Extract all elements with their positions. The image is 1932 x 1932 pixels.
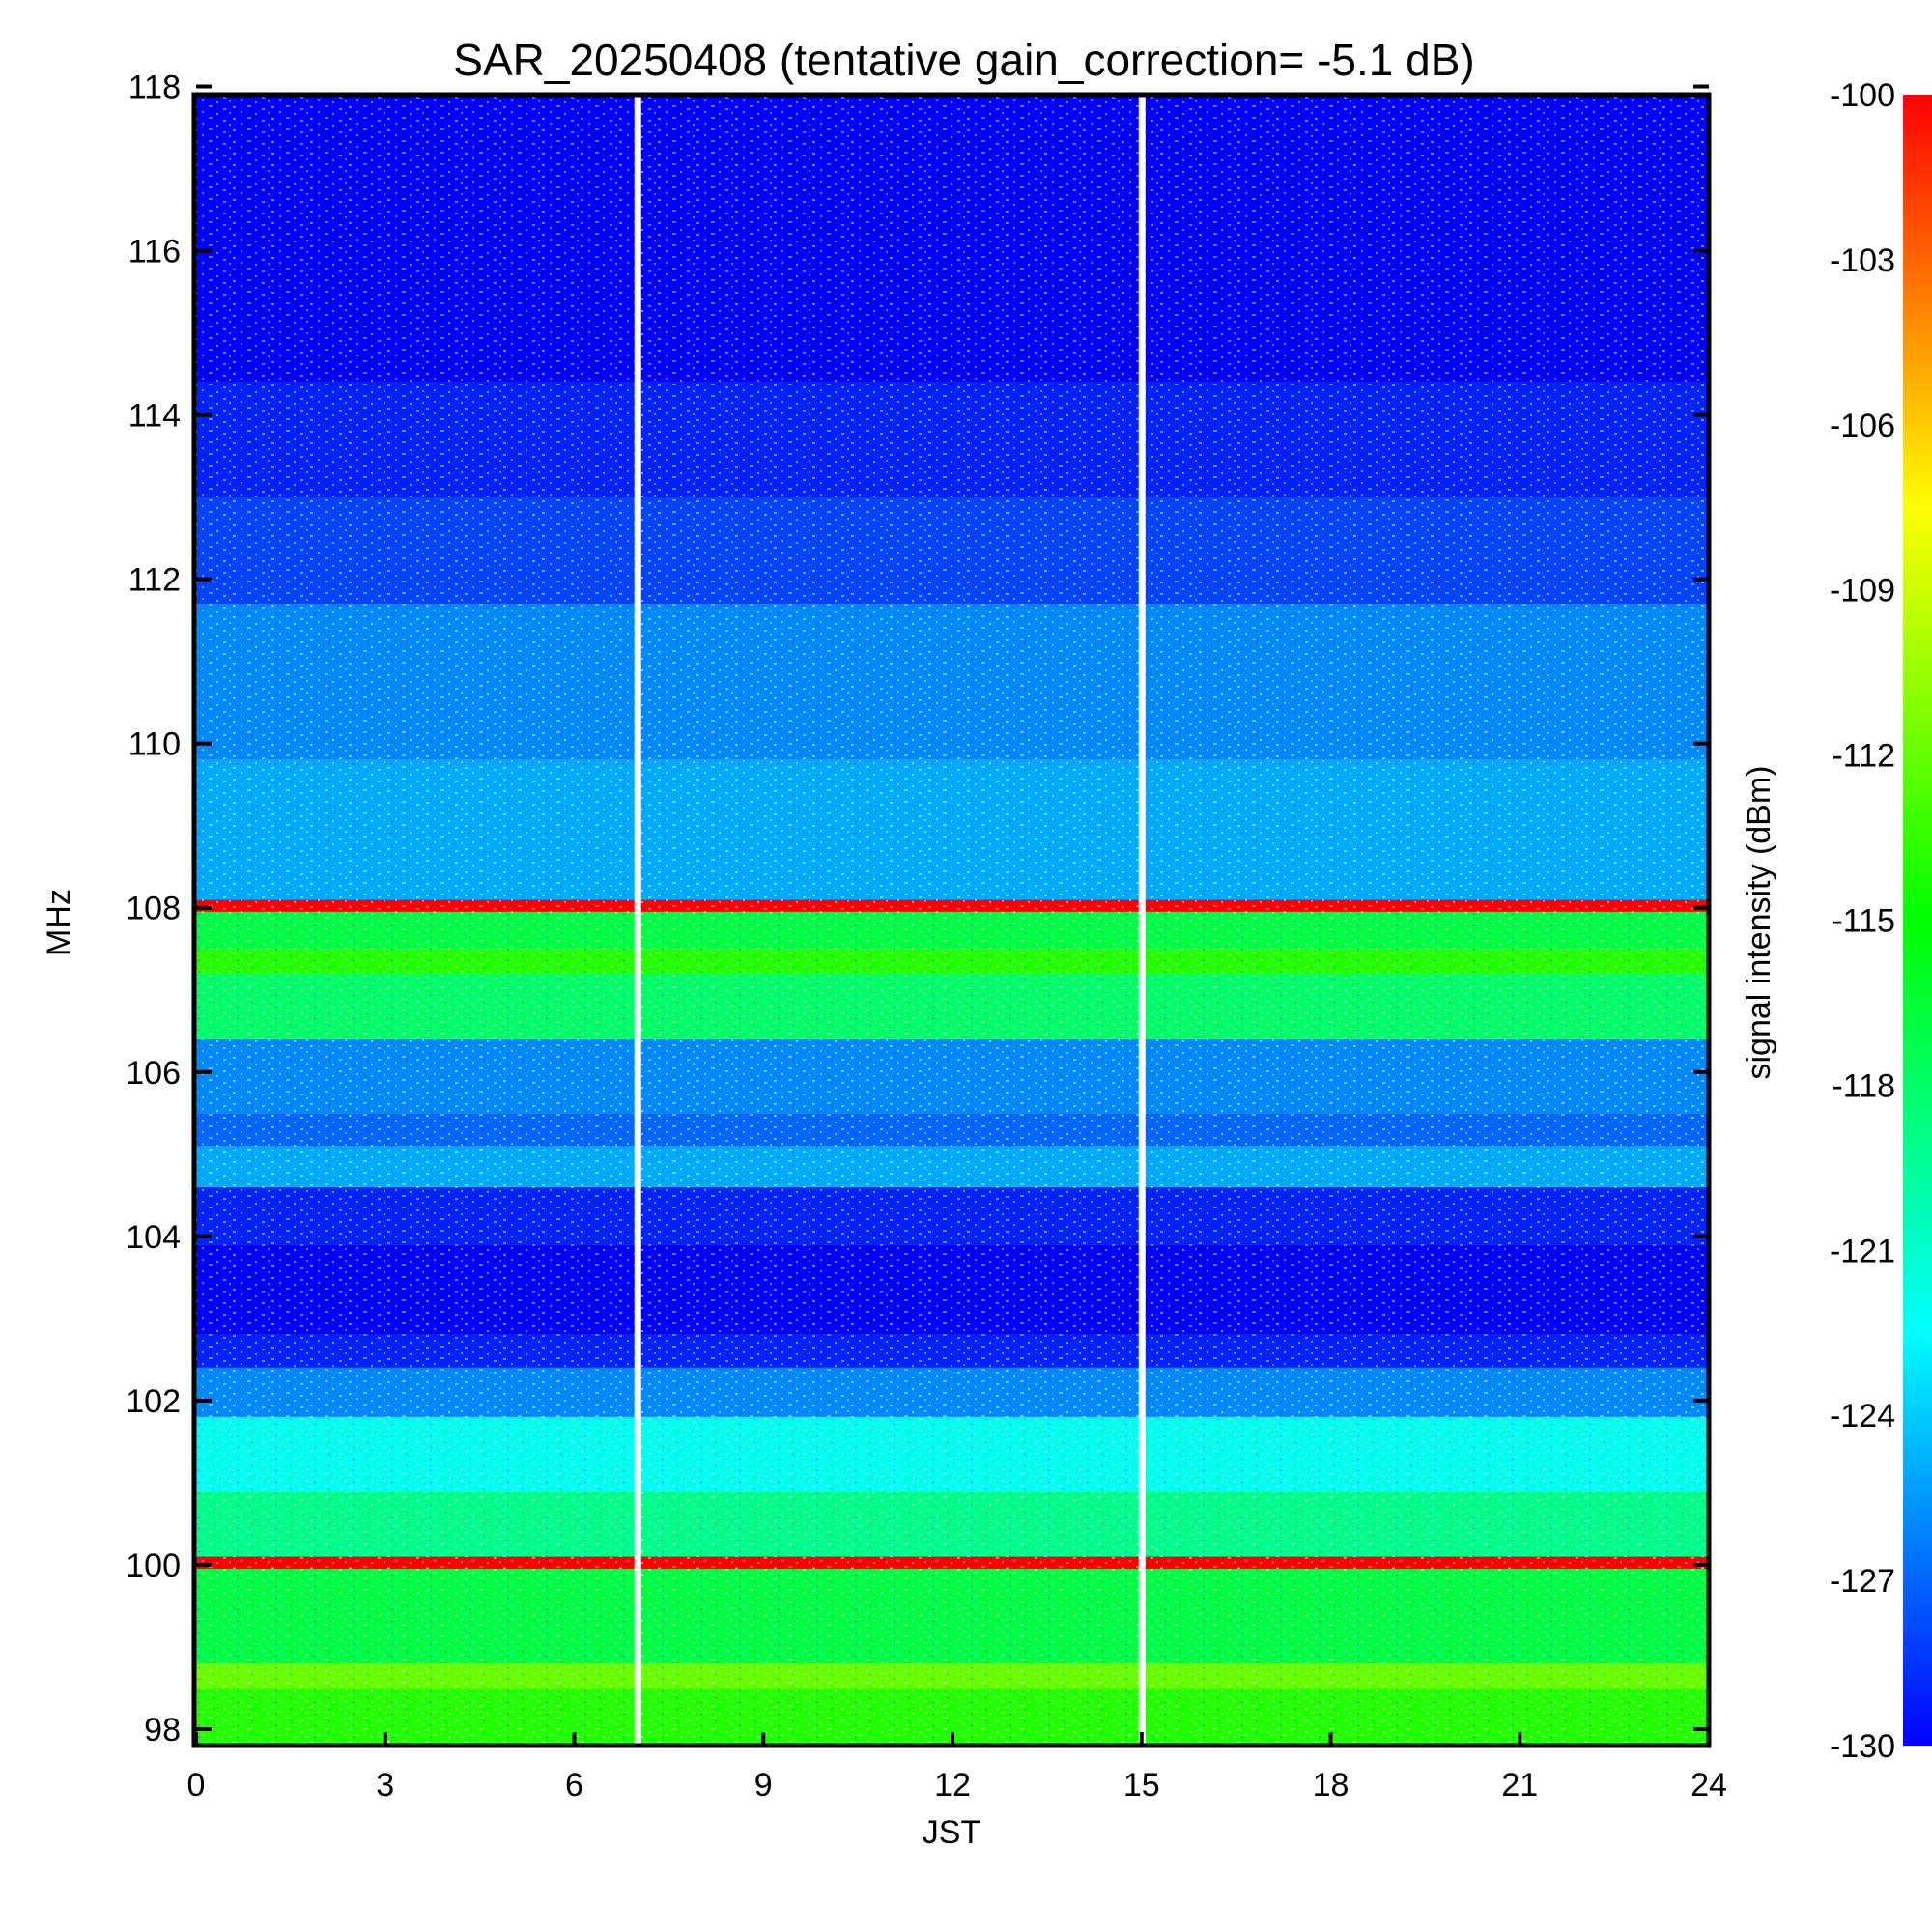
y-tick-label-4: 106 [126,1055,181,1092]
colorbar-tick-label-3: -109 [1830,573,1895,610]
y-axis-label: MHz [41,889,77,956]
colorbar-tick-label-10: -130 [1830,1728,1895,1765]
colorbar-tick-label-0: -100 [1830,77,1895,114]
x-axis-label: JST [923,1814,980,1851]
colorbar: -100 -103 -106 -109 -112 -115 -118 -121 -124 -127… [1741,77,1932,1765]
y-tick-label-9: 116 [128,234,181,270]
colorbar-gradient [1903,95,1932,1746]
data-gaps [634,95,1146,1746]
y-tick-label-5: 108 [126,891,181,927]
x-tick-label-0: 0 [187,1767,206,1804]
x-tick-label-4: 12 [934,1767,971,1804]
y-tick-label-6: 110 [128,726,181,763]
data-gap-0 [634,95,641,1746]
data-gap-1 [1138,95,1146,1746]
y-tick-label-2: 102 [126,1383,181,1420]
x-tick-label-7: 21 [1501,1767,1538,1804]
colorbar-ticks: -100 -103 -106 -109 -112 -115 -118 -121 -124 -127… [1830,77,1895,1765]
y-tick-label-1: 100 [126,1548,181,1584]
chart-title: SAR_20250408 (tentative gain_correction=… [453,35,1474,85]
noise-overlay [196,95,1709,1746]
y-axis-ticks: 98 100 102 104 106 108 110 112 114 116 118 [126,69,1709,1748]
x-axis-ticks: 0 3 6 9 12 15 18 21 24 [187,1732,1727,1804]
plot-area [196,95,1709,1746]
y-tick-label-7: 112 [128,562,181,599]
y-tick-label-10: 118 [128,69,181,105]
x-tick-label-5: 15 [1123,1767,1160,1804]
y-tick-label-0: 98 [144,1712,181,1748]
x-tick-label-8: 24 [1690,1767,1727,1804]
colorbar-tick-label-5: -115 [1832,903,1895,940]
colorbar-label: signal intensity (dBm) [1741,765,1777,1079]
colorbar-tick-label-9: -127 [1830,1563,1895,1600]
colorbar-tick-label-1: -103 [1830,242,1895,279]
x-tick-label-2: 6 [565,1767,583,1804]
x-tick-label-3: 9 [754,1767,773,1804]
colorbar-tick-label-2: -106 [1830,408,1895,444]
colorbar-tick-label-4: -112 [1832,738,1895,775]
x-tick-label-1: 3 [376,1767,394,1804]
colorbar-tick-label-7: -121 [1830,1233,1895,1269]
x-tick-label-6: 18 [1313,1767,1350,1804]
colorbar-tick-label-8: -124 [1830,1398,1895,1435]
y-tick-label-3: 104 [126,1219,181,1256]
colorbar-tick-label-6: -118 [1832,1067,1895,1104]
y-tick-label-8: 114 [128,398,181,435]
